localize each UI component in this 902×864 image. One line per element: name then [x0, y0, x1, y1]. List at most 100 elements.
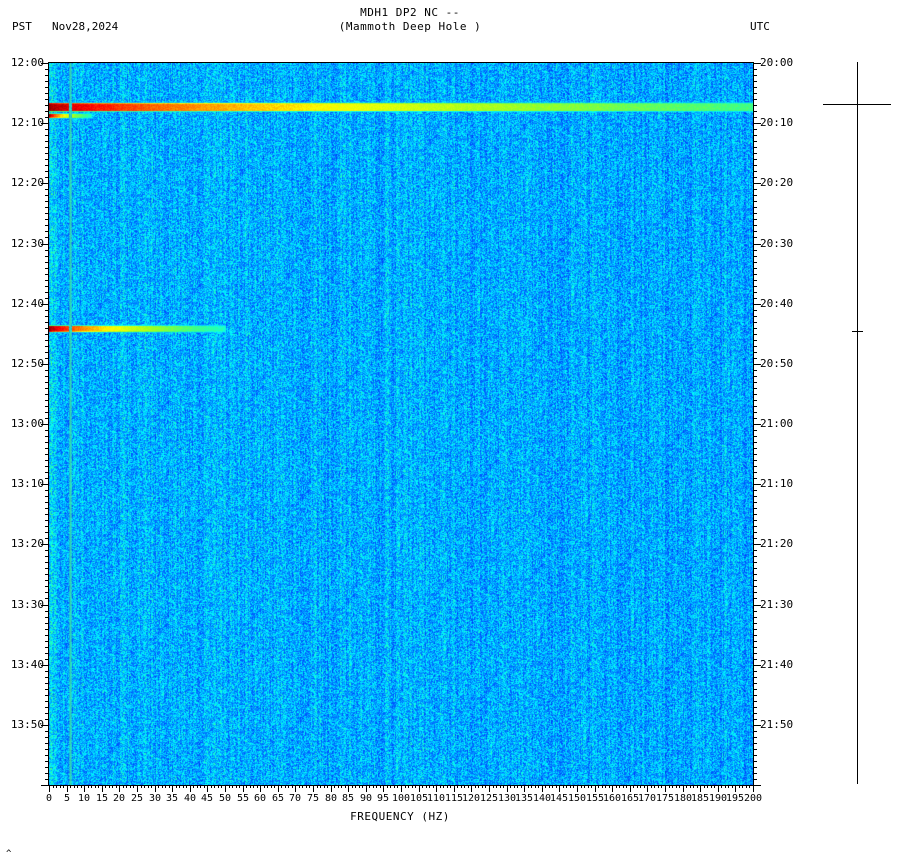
x-tick-mark-minor [651, 785, 652, 788]
y-tick-mark-left [45, 189, 49, 190]
y-tick-mark-left [45, 153, 49, 154]
y-tick-mark-right [753, 147, 757, 148]
y-tick-mark-left [45, 460, 49, 461]
y-tick-mark-left [45, 586, 49, 587]
y-tick-mark-right [753, 364, 761, 365]
y-tick-mark-left [45, 280, 49, 281]
x-tick-mark-minor [176, 785, 177, 788]
x-tick-mark [612, 785, 613, 792]
x-tick-label: 200 [744, 793, 763, 804]
x-tick-mark-minor [732, 785, 733, 788]
y-tick-mark-right [753, 207, 757, 208]
x-tick-mark-minor [581, 785, 582, 788]
x-tick-label: 105 [410, 793, 429, 804]
x-tick-mark-minor [676, 785, 677, 788]
y-tick-mark-right [753, 466, 757, 467]
x-tick-mark [313, 785, 314, 792]
y-tick-mark-left [45, 274, 49, 275]
x-tick-mark-minor [549, 785, 550, 788]
x-tick-mark-minor [478, 785, 479, 788]
x-tick-label: 170 [638, 793, 657, 804]
y-tick-mark-left [45, 442, 49, 443]
x-tick-mark [436, 785, 437, 792]
x-tick-mark-minor [429, 785, 430, 788]
y-tick-mark-right [753, 262, 757, 263]
y-tick-mark-right [753, 665, 761, 666]
x-tick-mark [84, 785, 85, 792]
y-tick-mark-right [753, 484, 761, 485]
y-tick-mark-right [753, 322, 757, 323]
x-tick-mark-minor [640, 785, 641, 788]
y-tick-mark-right [753, 683, 757, 684]
x-tick-mark-minor [158, 785, 159, 788]
y-tick-mark-right [753, 117, 757, 118]
y-tick-label-right: 21:50 [760, 717, 794, 731]
y-tick-mark-right [753, 394, 757, 395]
x-tick-mark-minor [359, 785, 360, 788]
y-tick-mark-left [45, 340, 49, 341]
y-tick-mark-left [45, 568, 49, 569]
x-tick-mark-minor [165, 785, 166, 788]
y-tick-mark-left [45, 731, 49, 732]
x-tick-mark [700, 785, 701, 792]
y-tick-mark-left [45, 767, 49, 768]
y-tick-label-right: 21:10 [760, 477, 794, 491]
x-tick-label: 165 [621, 793, 640, 804]
y-tick-mark-right [753, 406, 757, 407]
x-tick-mark-minor [528, 785, 529, 788]
x-tick-mark-minor [246, 785, 247, 788]
y-tick-mark-right [753, 496, 757, 497]
y-tick-mark-left [45, 400, 49, 401]
y-tick-mark-left [45, 641, 49, 642]
y-tick-mark-left [45, 629, 49, 630]
x-tick-label: 90 [360, 793, 373, 804]
x-tick-mark-minor [317, 785, 318, 788]
x-tick-mark-minor [443, 785, 444, 788]
y-tick-mark-left [45, 478, 49, 479]
x-tick-mark [260, 785, 261, 792]
y-tick-mark-left [45, 298, 49, 299]
x-tick-mark-minor [288, 785, 289, 788]
y-tick-mark-right [753, 340, 757, 341]
x-tick-mark-minor [285, 785, 286, 788]
y-tick-label-right: 20:40 [760, 296, 794, 310]
x-tick-mark-minor [141, 785, 142, 788]
y-tick-mark-left [45, 490, 49, 491]
y-tick-mark-left [45, 292, 49, 293]
x-tick-mark-minor [355, 785, 356, 788]
y-tick-mark-left [45, 268, 49, 269]
y-tick-mark-right [753, 93, 757, 94]
y-tick-mark-left [45, 496, 49, 497]
y-tick-label-left: 12:10 [10, 116, 44, 130]
x-tick-mark-minor [380, 785, 381, 788]
date-label: Nov28,2024 [52, 20, 119, 33]
y-tick-mark-right [753, 605, 761, 606]
x-tick-mark-minor [725, 785, 726, 788]
y-tick-mark-right [753, 316, 757, 317]
y-tick-mark-left [45, 111, 49, 112]
x-tick-mark-minor [133, 785, 134, 788]
x-tick-mark-minor [95, 785, 96, 788]
y-tick-mark-right [753, 773, 757, 774]
y-tick-mark-right [753, 81, 757, 82]
y-tick-label-left: 12:50 [10, 356, 44, 370]
y-tick-mark-right [753, 611, 757, 612]
y-tick-mark-left [45, 382, 49, 383]
x-tick-mark-minor [728, 785, 729, 788]
y-tick-mark-left [45, 129, 49, 130]
x-tick-mark-minor [362, 785, 363, 788]
y-tick-mark-left [45, 352, 49, 353]
y-tick-mark-right [753, 761, 757, 762]
y-tick-mark-left [45, 207, 49, 208]
y-tick-mark-right [753, 671, 757, 672]
y-tick-label-right: 21:00 [760, 417, 794, 430]
x-tick-label: 15 [96, 793, 109, 804]
y-tick-mark-left [41, 63, 49, 64]
y-tick-mark-right [753, 201, 757, 202]
y-tick-mark-left [45, 749, 49, 750]
y-tick-mark-right [753, 538, 757, 539]
y-tick-mark-left [41, 304, 49, 305]
y-tick-mark-right [753, 75, 757, 76]
y-tick-mark-right [753, 292, 757, 293]
